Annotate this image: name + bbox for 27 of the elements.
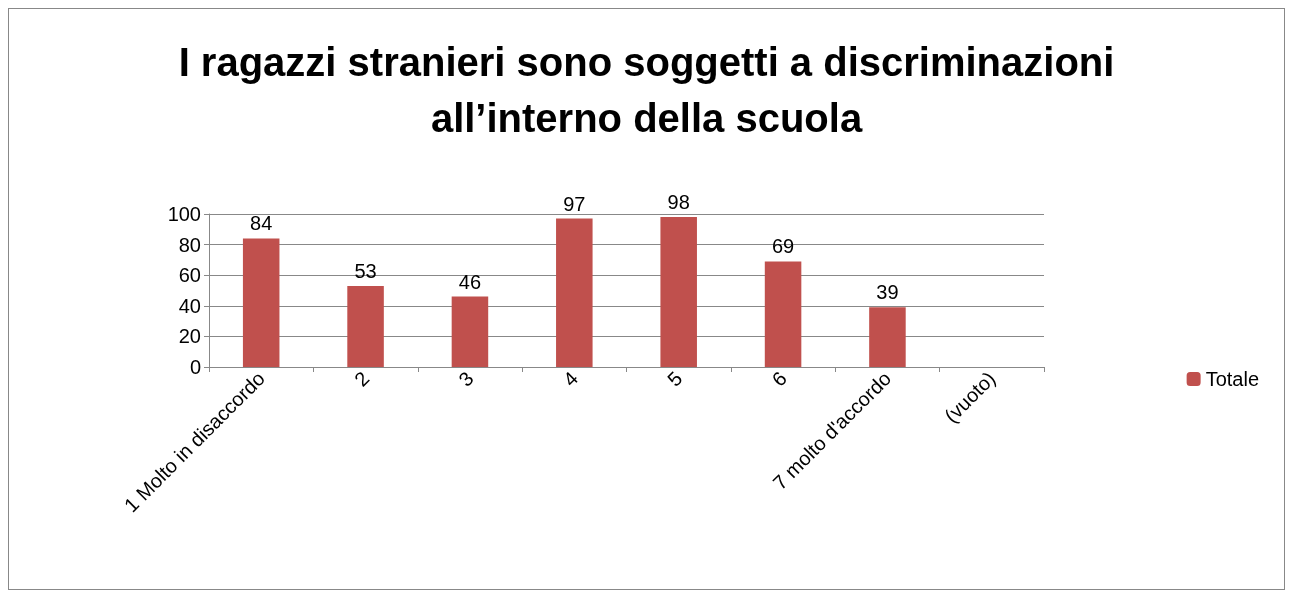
x-tick-label: 6 (767, 367, 791, 391)
x-tick-label: 2 (349, 367, 374, 391)
bar (451, 296, 489, 367)
bar (869, 307, 906, 367)
y-tick-label: 60 (178, 264, 201, 287)
data-label: 97 (563, 192, 586, 215)
data-label: 98 (667, 191, 690, 214)
data-label: 53 (354, 259, 377, 282)
y-tick-label: 20 (178, 325, 201, 348)
y-tick-label: 40 (178, 294, 201, 317)
data-label: 69 (771, 235, 795, 258)
data-label: 46 (458, 270, 482, 293)
y-tick-label: 0 (189, 356, 201, 378)
bar (556, 218, 593, 367)
bar (660, 217, 697, 367)
legend-label: Totale (1205, 368, 1260, 390)
bar (764, 261, 802, 367)
x-tick-label: 3 (454, 367, 478, 391)
y-tick-label: 100 (167, 203, 201, 225)
chart-title: I ragazzi stranieri sono soggetti a discriminazioni all’interno della scuola (178, 40, 1115, 140)
data-label: 39 (876, 281, 899, 304)
bar (242, 238, 280, 367)
x-tick-label: 5 (663, 367, 687, 391)
data-label: 84 (250, 212, 273, 235)
x-tick-label: 4 (558, 367, 583, 391)
y-tick-label: 80 (178, 233, 201, 256)
bar (347, 285, 384, 367)
